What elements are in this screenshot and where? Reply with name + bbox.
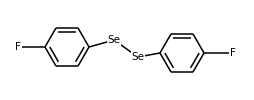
Text: Se: Se: [107, 35, 120, 45]
Text: F: F: [230, 48, 236, 58]
Text: F: F: [15, 42, 21, 52]
Text: Se: Se: [132, 52, 145, 62]
